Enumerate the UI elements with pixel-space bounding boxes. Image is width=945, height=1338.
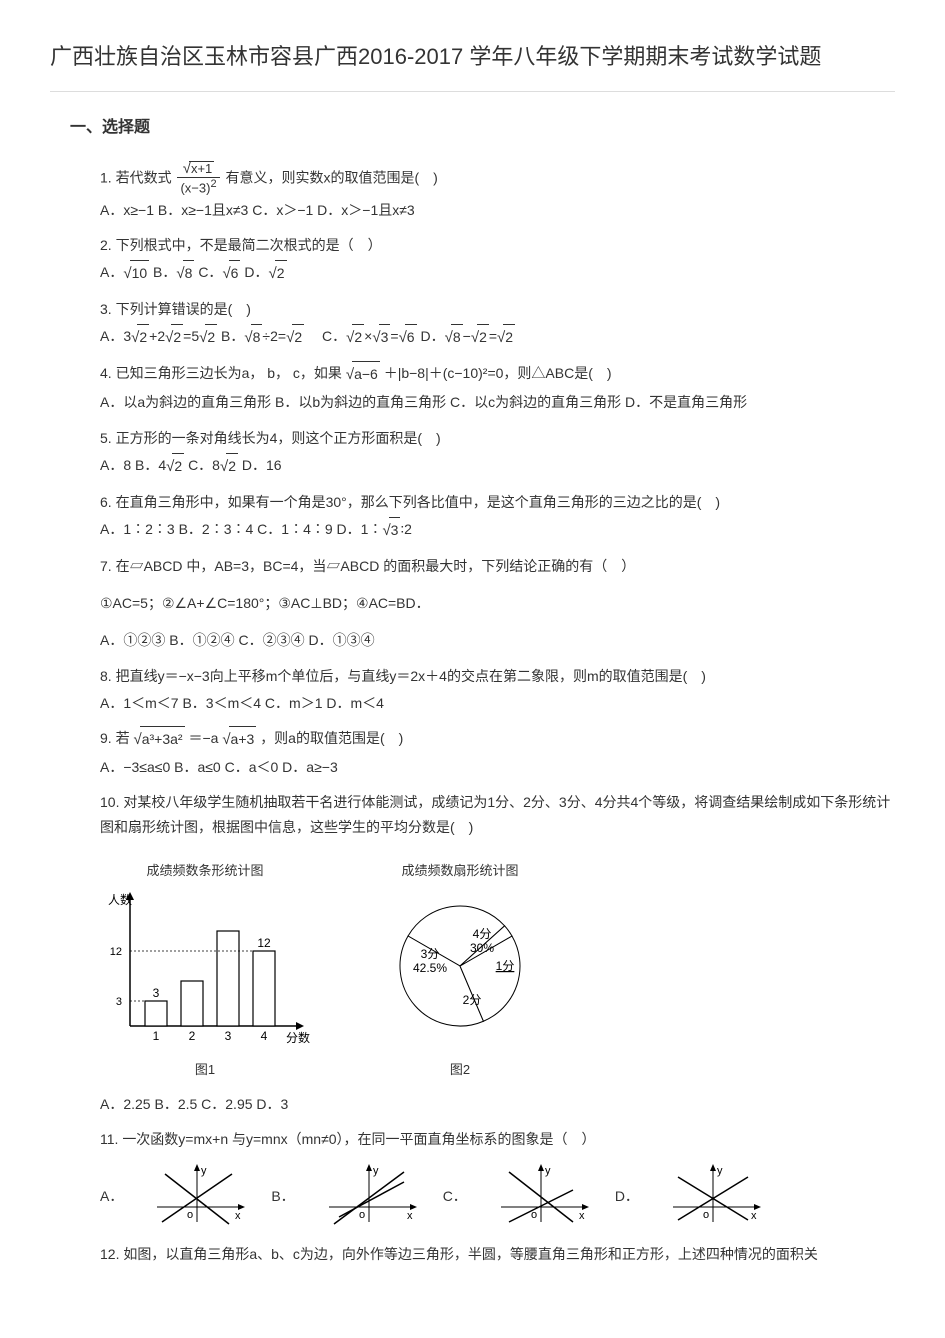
q10-charts: 成绩频数条形统计图 人数 分数 1332341212 图1 成绩频数扇形统计图 … xyxy=(100,859,895,1082)
svg-text:2: 2 xyxy=(189,1029,196,1043)
pie-chart-svg: 4分30% 3分42.5% 2分 1分 xyxy=(370,886,550,1046)
question-5: 5. 正方形的一条对角线长为4，则这个正方形面积是( ) A．8 B．42 C．… xyxy=(100,426,895,480)
svg-text:o: o xyxy=(187,1209,193,1221)
svg-text:2分: 2分 xyxy=(463,993,482,1007)
question-9: 9. 若 a³+3a² ＝−a a+3 ，则a的取值范围是( ) A．−3≤a≤… xyxy=(100,726,895,780)
svg-text:分数: 分数 xyxy=(286,1030,310,1045)
svg-text:x: x xyxy=(751,1210,757,1222)
q8-options: A．1＜m＜7 B．3＜m＜4 C．m＞1 D．m＜4 xyxy=(100,691,895,716)
q1-fraction: x+1 (x−3)2 xyxy=(177,161,219,196)
svg-text:30%: 30% xyxy=(470,941,494,955)
q2-options: A．10 B．8 C．6 D．2 xyxy=(100,260,895,287)
question-2: 2. 下列根式中，不是最简二次根式的是（ ） A．10 B．8 C．6 D．2 xyxy=(100,233,895,287)
q10-options: A．2.25 B．2.5 C．2.95 D．3 xyxy=(100,1092,895,1117)
svg-text:4: 4 xyxy=(261,1029,268,1043)
svg-text:o: o xyxy=(359,1209,365,1221)
svg-text:x: x xyxy=(579,1210,585,1222)
q2-stem: 下列根式中，不是最简二次根式的是（ ） xyxy=(116,237,382,253)
svg-text:12: 12 xyxy=(257,936,271,950)
question-3: 3. 下列计算错误的是( ) A．32+22=52 B．8÷2=2 C．2×3=… xyxy=(100,297,895,351)
svg-text:3: 3 xyxy=(116,996,122,1008)
svg-text:42.5%: 42.5% xyxy=(413,961,447,975)
page-title: 广西壮族自治区玉林市容县广西2016-2017 学年八年级下学期期末考试数学试题 xyxy=(50,40,895,73)
q1-options: A．x≥−1 B．x≥−1且x≠3 C．x＞−1 D．x＞−1且x≠3 xyxy=(100,198,895,223)
question-11: 11. 一次函数y=mx+n 与y=mnx（mn≠0），在同一平面直角坐标系的图… xyxy=(100,1127,895,1152)
svg-text:y: y xyxy=(717,1165,723,1177)
q4-options: A．以a为斜边的直角三角形 B．以b为斜边的直角三角形 C．以c为斜边的直角三角… xyxy=(100,390,895,415)
question-6: 6. 在直角三角形中，如果有一个角是30°，那么下列各比值中，是这个直角三角形的… xyxy=(100,490,895,544)
svg-text:1分: 1分 xyxy=(496,959,515,973)
q10-pie-chart: 成绩频数扇形统计图 4分30%3分42.5%2分1分 图2 xyxy=(370,859,550,1082)
svg-text:1: 1 xyxy=(153,1029,160,1043)
q11-graph-a: y x o xyxy=(147,1162,247,1232)
svg-text:x: x xyxy=(235,1210,241,1222)
svg-text:人数: 人数 xyxy=(108,892,132,907)
question-7: 7. 在▱ABCD 中，AB=3，BC=4，当▱ABCD 的面积最大时，下列结论… xyxy=(100,554,895,654)
svg-text:o: o xyxy=(703,1209,709,1221)
svg-text:x: x xyxy=(407,1210,413,1222)
q1-stem-b: 有意义，则实数x的取值范围是( ) xyxy=(225,169,437,185)
svg-text:3分: 3分 xyxy=(421,947,440,961)
question-1: 1. 若代数式 x+1 (x−3)2 有意义，则实数x的取值范围是( ) A．x… xyxy=(100,161,895,223)
q7-options: A．①②③ B．①②④ C．②③④ D．①③④ xyxy=(100,628,895,653)
svg-text:y: y xyxy=(373,1165,379,1177)
section-heading-1: 一、选择题 xyxy=(70,114,895,143)
q6-options: A．1∶2∶3 B．2∶3∶4 C．1∶4∶9 D．1∶3∶2 xyxy=(100,517,895,544)
q11-graph-d: y x o xyxy=(663,1162,763,1232)
q11-graph-b: y x o xyxy=(319,1162,419,1232)
q7-circles: ①AC=5；②∠A+∠C=180°；③AC⊥BD；④AC=BD． xyxy=(100,591,895,616)
question-12: 12. 如图，以直角三角形a、b、c为边，向外作等边三角形，半圆，等腰直角三角形… xyxy=(100,1242,895,1267)
svg-text:12: 12 xyxy=(110,946,122,958)
q1-stem-a: 若代数式 xyxy=(116,169,172,185)
question-4: 4. 已知三角形三边长为a， b， c，如果 a−6 ＋|b−8|＋(c−10)… xyxy=(100,361,895,415)
q9-options: A．−3≤a≤0 B．a≤0 C．a＜0 D．a≥−3 xyxy=(100,755,895,780)
q11-graphs: A． yxo B． yxo C． yxo D． yxo xyxy=(100,1162,895,1232)
question-10: 10. 对某校八年级学生随机抽取若干名进行体能测试，成绩记为1分、2分、3分、4… xyxy=(70,790,895,840)
q3-stem: 下列计算错误的是( ) xyxy=(116,301,251,317)
svg-text:4分: 4分 xyxy=(473,927,492,941)
q3-options: A．32+22=52 B．8÷2=2 C．2×3=6 D．8−2=2 xyxy=(100,324,895,351)
question-8: 8. 把直线y＝−x−3向上平移m个单位后，与直线y＝2x＋4的交点在第二象限，… xyxy=(100,664,895,716)
svg-text:y: y xyxy=(545,1165,551,1177)
q11-graph-c: yxo xyxy=(491,1162,591,1232)
q10-bar-chart: 成绩频数条形统计图 人数 分数 1332341212 图1 xyxy=(100,859,310,1082)
svg-text:y: y xyxy=(201,1165,207,1177)
q5-options: A．8 B．42 C．82 D．16 xyxy=(100,453,895,480)
svg-text:3: 3 xyxy=(153,986,160,1000)
svg-text:3: 3 xyxy=(225,1029,232,1043)
divider xyxy=(50,91,895,92)
bar-chart-svg: 人数 分数 1 3 3 2 3 4 12 12 xyxy=(100,886,310,1046)
